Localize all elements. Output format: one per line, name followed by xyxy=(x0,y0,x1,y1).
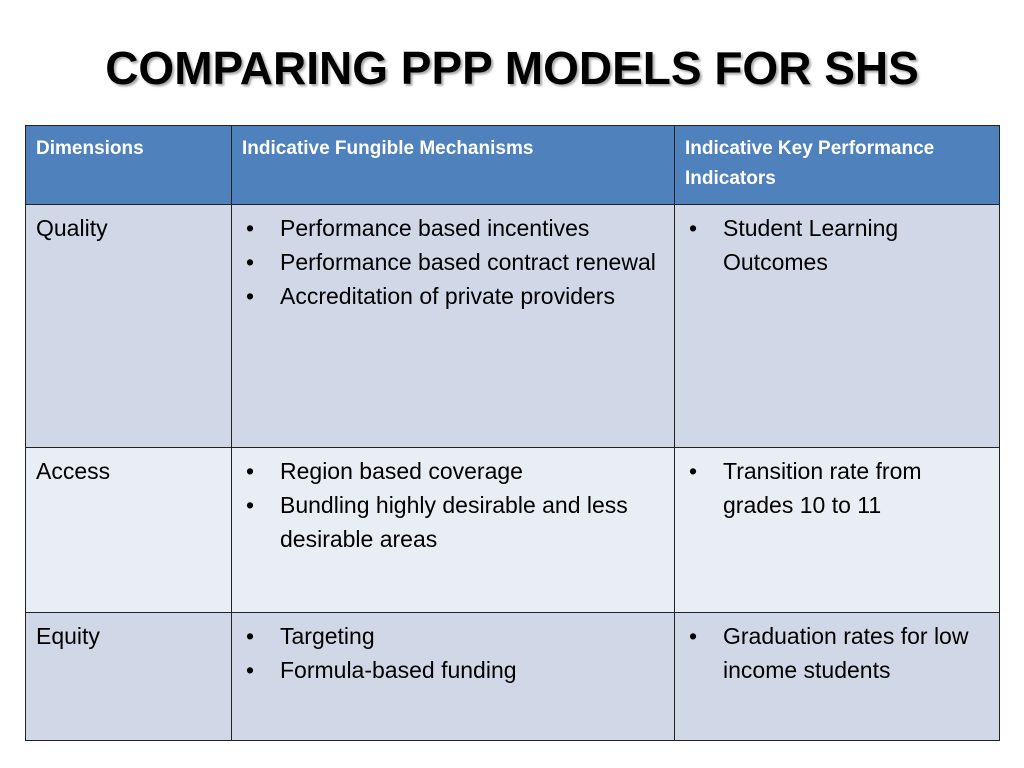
kpis-cell: Transition rate from grades 10 to 11 xyxy=(674,447,1000,613)
list-item: Student Learning Outcomes xyxy=(685,211,989,279)
ppp-comparison-table: Dimensions Indicative Fungible Mechanism… xyxy=(25,125,1000,741)
mechanisms-list: Region based coverage Bundling highly de… xyxy=(242,454,664,556)
mechanisms-list: Performance based incentives Performance… xyxy=(242,211,664,313)
mechanisms-list: Targeting Formula-based funding xyxy=(242,619,664,687)
table-header-row: Dimensions Indicative Fungible Mechanism… xyxy=(25,125,1000,205)
header-mechanisms: Indicative Fungible Mechanisms xyxy=(231,125,675,205)
slide-title: COMPARING PPP MODELS FOR SHS xyxy=(105,42,919,94)
table-row-equity: Equity Targeting Formula-based funding G… xyxy=(25,612,1000,741)
list-item: Targeting xyxy=(242,619,664,653)
table-row-access: Access Region based coverage Bundling hi… xyxy=(25,447,1000,613)
dimension-cell: Access xyxy=(25,447,232,613)
kpis-cell: Graduation rates for low income students xyxy=(674,612,1000,741)
kpis-list: Graduation rates for low income students xyxy=(685,619,989,687)
list-item: Transition rate from grades 10 to 11 xyxy=(685,454,989,522)
list-item: Performance based contract renewal xyxy=(242,245,664,279)
list-item: Region based coverage xyxy=(242,454,664,488)
mechanisms-cell: Targeting Formula-based funding xyxy=(231,612,675,741)
kpis-list: Transition rate from grades 10 to 11 xyxy=(685,454,989,522)
mechanisms-cell: Performance based incentives Performance… xyxy=(231,204,675,448)
dimension-cell: Quality xyxy=(25,204,232,448)
list-item: Performance based incentives xyxy=(242,211,664,245)
list-item: Bundling highly desirable and less desir… xyxy=(242,488,664,556)
header-dimensions: Dimensions xyxy=(25,125,232,205)
list-item: Formula-based funding xyxy=(242,653,664,687)
kpis-cell: Student Learning Outcomes xyxy=(674,204,1000,448)
kpis-list: Student Learning Outcomes xyxy=(685,211,989,279)
header-kpis: Indicative Key Performance Indicators xyxy=(674,125,1000,205)
mechanisms-cell: Region based coverage Bundling highly de… xyxy=(231,447,675,613)
dimension-cell: Equity xyxy=(25,612,232,741)
list-item: Accreditation of private providers xyxy=(242,279,664,313)
list-item: Graduation rates for low income students xyxy=(685,619,989,687)
table-row-quality: Quality Performance based incentives Per… xyxy=(25,204,1000,448)
